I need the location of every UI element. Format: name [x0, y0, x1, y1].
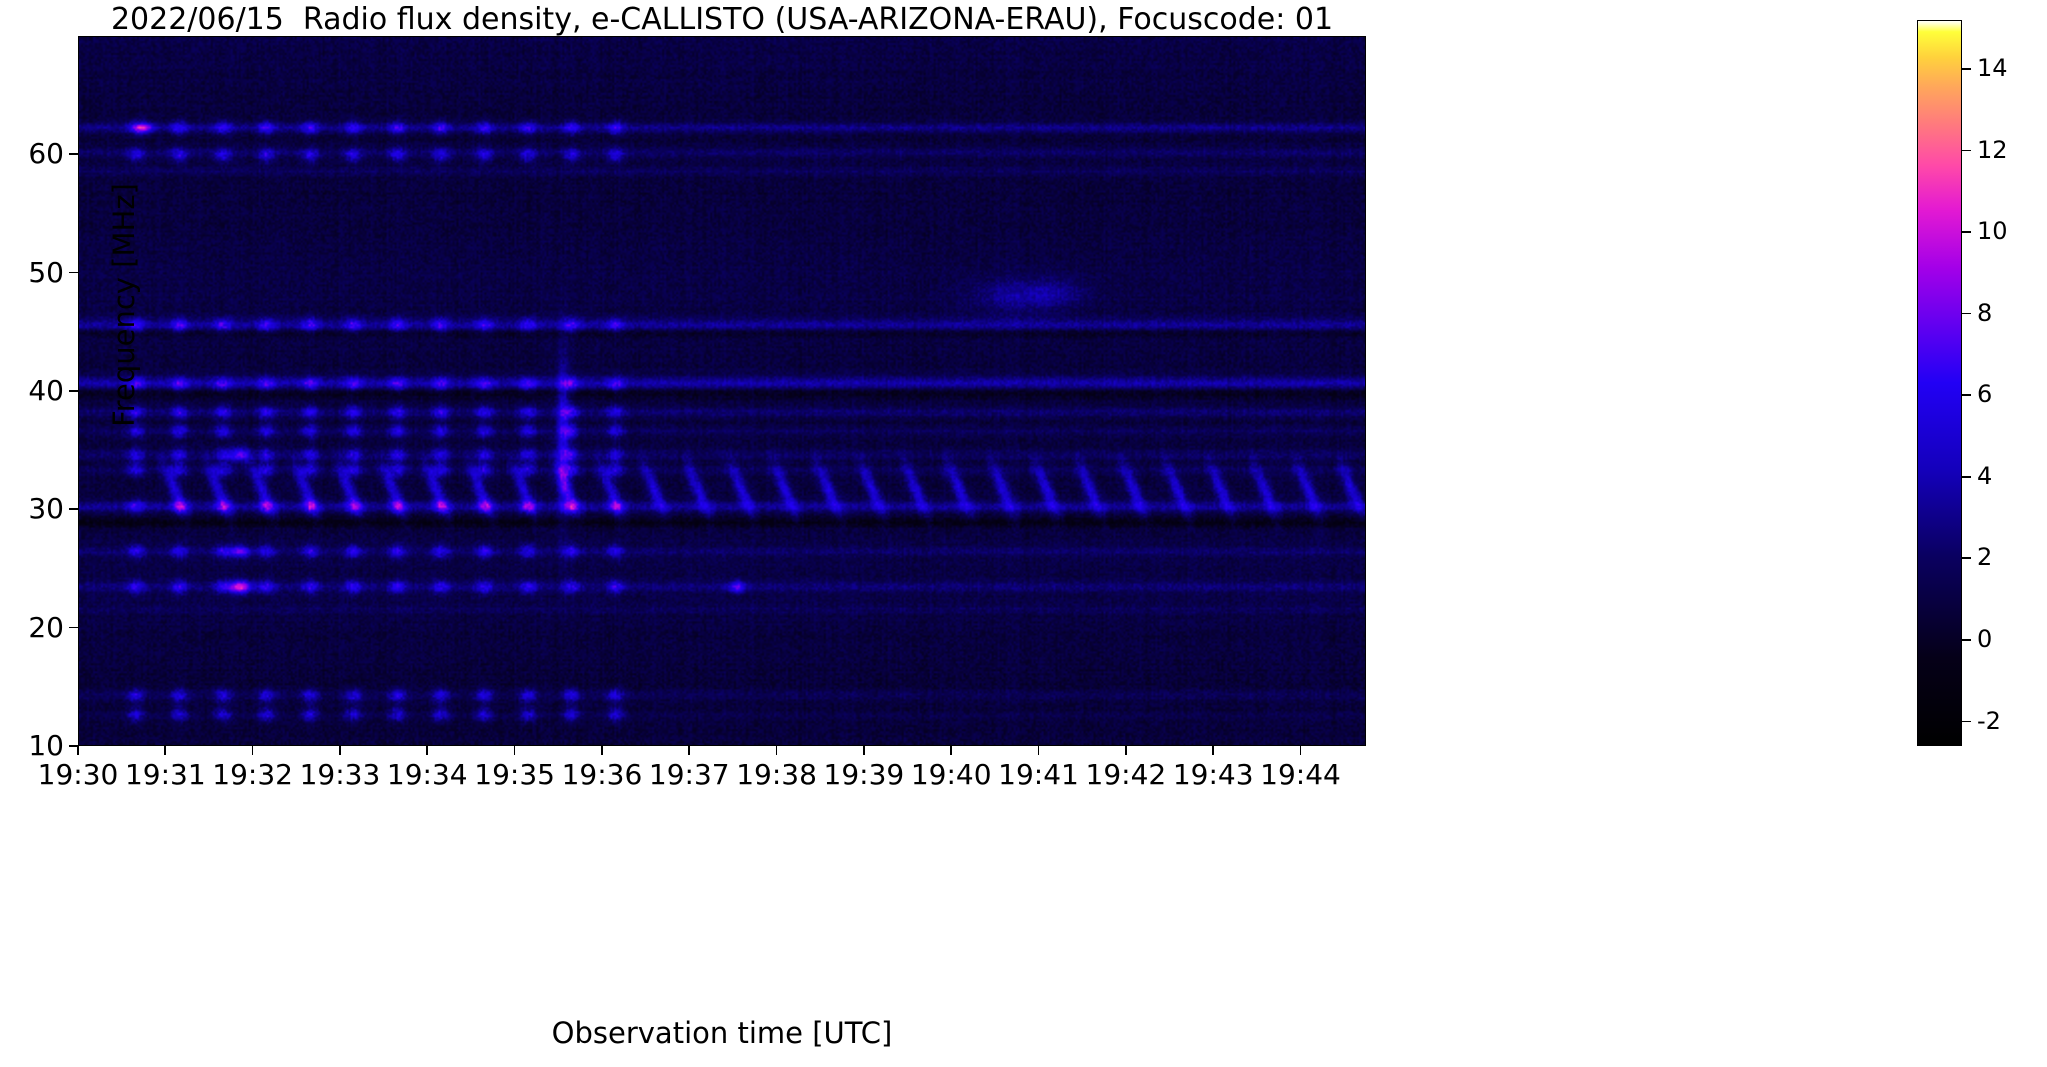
colorbar-tick-label: 8 [1977, 298, 1993, 327]
x-tick-label: 19:36 [561, 758, 643, 791]
x-tick-label: 19:41 [998, 758, 1079, 791]
y-tick-mark [69, 745, 78, 747]
x-tick-label: 19:37 [648, 758, 730, 791]
x-tick-mark [77, 746, 79, 755]
x-axis-label: Observation time [UTC] [551, 1016, 893, 1050]
page-title: 2022/06/15 Radio flux density, e-CALLIST… [110, 1, 1334, 37]
y-tick-label: 50 [28, 255, 64, 289]
x-tick-mark [950, 746, 953, 755]
y-tick-label: 10 [28, 729, 64, 762]
x-tick-label: 19:30 [37, 758, 119, 791]
x-tick-mark [164, 746, 167, 755]
colorbar-tick-label: 12 [1977, 135, 2008, 164]
colorbar-tick-label: 4 [1977, 461, 1993, 490]
colorbar-tick-mark [1962, 720, 1971, 723]
x-tick-label: 19:35 [474, 758, 555, 791]
colorbar-gradient [1918, 21, 1961, 745]
colorbar-tick-label: 14 [1977, 53, 2008, 82]
x-tick-label: 19:32 [212, 758, 293, 791]
x-tick-label: 19:31 [124, 758, 206, 791]
y-tick-label: 40 [28, 374, 64, 407]
x-tick-label: 19:43 [1172, 758, 1254, 791]
colorbar-tick-label: 6 [1977, 380, 1993, 409]
y-tick-label: 30 [28, 492, 64, 526]
x-tick-mark [1124, 746, 1127, 755]
colorbar-tick-label: 10 [1977, 217, 2008, 246]
x-tick-label: 19:34 [386, 758, 468, 791]
y-tick-mark [69, 153, 78, 156]
x-tick-mark [1299, 746, 1302, 755]
colorbar-tick-mark [1962, 312, 1971, 315]
colorbar-tick-label: 0 [1977, 624, 1993, 653]
x-tick-mark [862, 746, 865, 755]
x-tick-label: 19:44 [1260, 758, 1341, 791]
colorbar-tick-label: 2 [1977, 543, 1993, 572]
x-tick-mark [426, 746, 429, 755]
colorbar-tick-mark [1962, 475, 1971, 478]
x-tick-label: 19:33 [299, 758, 381, 791]
y-tick-mark [69, 508, 78, 511]
y-tick-label: 60 [28, 137, 64, 171]
spectrogram-image [79, 37, 1365, 745]
x-tick-label: 19:40 [910, 758, 992, 791]
colorbar-tick-mark [1962, 394, 1971, 397]
y-axis-label: Frequency [MHz] [107, 183, 141, 427]
colorbar-tick-mark [1962, 638, 1971, 641]
x-tick-label: 19:42 [1085, 758, 1167, 791]
x-tick-mark [1212, 746, 1214, 755]
x-tick-mark [1037, 746, 1040, 755]
y-tick-mark [69, 271, 78, 274]
x-tick-mark [775, 746, 778, 755]
y-tick-label: 20 [28, 610, 64, 644]
x-tick-label: 19:38 [736, 758, 817, 791]
y-tick-mark [69, 626, 78, 629]
colorbar-tick-mark [1962, 67, 1971, 70]
colorbar-tick-label: -2 [1977, 706, 2001, 735]
colorbar-tick-mark [1962, 149, 1971, 152]
x-tick-mark [338, 746, 341, 755]
colorbar-tick-mark [1962, 557, 1971, 560]
x-tick-mark [600, 746, 603, 755]
colorbar-tick-mark [1962, 231, 1971, 233]
x-tick-mark [251, 746, 254, 755]
spectrogram-plot-area[interactable] [78, 36, 1366, 746]
colorbar [1917, 20, 1962, 746]
y-tick-mark [69, 390, 78, 392]
x-tick-mark [513, 746, 516, 755]
x-tick-label: 19:39 [823, 758, 905, 791]
x-tick-mark [688, 746, 691, 755]
